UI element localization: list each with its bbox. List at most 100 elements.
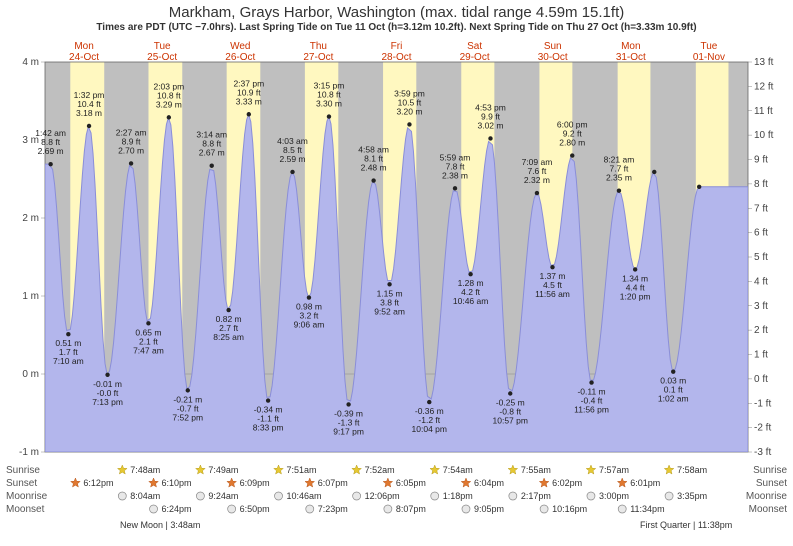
chart-svg: Mon24-OctTue25-OctWed26-OctThu27-OctFri2…	[0, 33, 793, 546]
svg-text:3.30 m: 3.30 m	[316, 99, 342, 109]
svg-text:2.48 m: 2.48 m	[361, 163, 387, 173]
svg-text:8:33 pm: 8:33 pm	[253, 423, 284, 433]
svg-text:11:56 am: 11:56 am	[535, 289, 570, 299]
svg-text:3.18 m: 3.18 m	[76, 108, 102, 118]
svg-text:2 m: 2 m	[22, 213, 39, 224]
svg-text:Thu: Thu	[310, 41, 327, 52]
svg-text:2.69 m: 2.69 m	[38, 146, 64, 156]
svg-text:6:04pm: 6:04pm	[474, 478, 504, 488]
svg-text:2.59 m: 2.59 m	[280, 154, 306, 164]
svg-text:25-Oct: 25-Oct	[147, 52, 177, 63]
svg-text:29-Oct: 29-Oct	[460, 52, 490, 63]
svg-text:6 ft: 6 ft	[754, 228, 768, 239]
svg-text:0 m: 0 m	[22, 369, 39, 380]
svg-text:9:06 am: 9:06 am	[294, 320, 325, 330]
svg-text:3.02 m: 3.02 m	[477, 120, 503, 130]
svg-text:New Moon | 3:48am: New Moon | 3:48am	[120, 520, 200, 530]
svg-text:2:17pm: 2:17pm	[521, 491, 551, 501]
svg-text:2 ft: 2 ft	[754, 325, 768, 336]
svg-text:7:58am: 7:58am	[677, 465, 707, 475]
svg-text:10:57 pm: 10:57 pm	[493, 416, 528, 426]
svg-text:6:12pm: 6:12pm	[83, 478, 113, 488]
svg-text:10:46 am: 10:46 am	[453, 296, 488, 306]
svg-text:7:52am: 7:52am	[365, 465, 395, 475]
svg-text:9:05pm: 9:05pm	[474, 504, 504, 514]
svg-text:10 ft: 10 ft	[754, 130, 774, 141]
svg-text:7:49am: 7:49am	[208, 465, 238, 475]
svg-text:1:20 pm: 1:20 pm	[620, 291, 651, 301]
svg-text:9 ft: 9 ft	[754, 155, 768, 166]
svg-text:3:35pm: 3:35pm	[677, 491, 707, 501]
svg-text:7:13 pm: 7:13 pm	[92, 397, 123, 407]
svg-text:Sunrise: Sunrise	[753, 465, 787, 476]
svg-text:1:18pm: 1:18pm	[443, 491, 473, 501]
svg-text:1:02 am: 1:02 am	[658, 394, 689, 404]
svg-text:Moonset: Moonset	[749, 504, 788, 515]
svg-text:27-Oct: 27-Oct	[303, 52, 333, 63]
svg-text:0 ft: 0 ft	[754, 374, 768, 385]
svg-text:7:55am: 7:55am	[521, 465, 551, 475]
svg-text:Moonrise: Moonrise	[746, 491, 788, 502]
svg-text:7:52 pm: 7:52 pm	[172, 412, 203, 422]
svg-text:Tue: Tue	[154, 41, 171, 52]
svg-text:Wed: Wed	[230, 41, 250, 52]
svg-text:7:54am: 7:54am	[443, 465, 473, 475]
svg-text:1 ft: 1 ft	[754, 350, 768, 361]
svg-text:12 ft: 12 ft	[754, 81, 774, 92]
svg-text:2.70 m: 2.70 m	[118, 145, 144, 155]
svg-text:26-Oct: 26-Oct	[225, 52, 255, 63]
svg-text:6:07pm: 6:07pm	[318, 478, 348, 488]
svg-text:7:23pm: 7:23pm	[318, 504, 348, 514]
svg-text:31-Oct: 31-Oct	[616, 52, 646, 63]
svg-text:7:10 am: 7:10 am	[53, 356, 84, 366]
svg-text:12:06pm: 12:06pm	[365, 491, 400, 501]
svg-text:3:00pm: 3:00pm	[599, 491, 629, 501]
svg-text:8:07pm: 8:07pm	[396, 504, 426, 514]
svg-text:24-Oct: 24-Oct	[69, 52, 99, 63]
svg-text:1 m: 1 m	[22, 291, 39, 302]
svg-text:Mon: Mon	[621, 41, 640, 52]
svg-text:13 ft: 13 ft	[754, 57, 774, 68]
tide-chart: Markham, Grays Harbor, Washington (max. …	[0, 0, 793, 539]
svg-text:-2 ft: -2 ft	[754, 423, 771, 434]
svg-text:01-Nov: 01-Nov	[693, 52, 725, 63]
svg-text:10:46am: 10:46am	[287, 491, 322, 501]
svg-text:-1 ft: -1 ft	[754, 398, 771, 409]
svg-text:2.35 m: 2.35 m	[606, 173, 632, 183]
svg-text:2.80 m: 2.80 m	[559, 138, 585, 148]
svg-text:2.38 m: 2.38 m	[442, 170, 468, 180]
svg-text:30-Oct: 30-Oct	[538, 52, 568, 63]
svg-text:5 ft: 5 ft	[754, 252, 768, 263]
svg-text:Mon: Mon	[74, 41, 93, 52]
svg-text:6:02pm: 6:02pm	[552, 478, 582, 488]
svg-text:3.29 m: 3.29 m	[156, 99, 182, 109]
svg-text:10:04 pm: 10:04 pm	[412, 424, 447, 434]
svg-text:3 ft: 3 ft	[754, 301, 768, 312]
svg-text:6:10pm: 6:10pm	[162, 478, 192, 488]
svg-text:4 m: 4 m	[22, 57, 39, 68]
svg-text:7 ft: 7 ft	[754, 203, 768, 214]
svg-text:Tue: Tue	[701, 41, 718, 52]
svg-text:10:16pm: 10:16pm	[552, 504, 587, 514]
svg-text:8:04am: 8:04am	[130, 491, 160, 501]
svg-text:First Quarter | 11:38pm: First Quarter | 11:38pm	[640, 520, 732, 530]
svg-text:9:24am: 9:24am	[208, 491, 238, 501]
svg-text:7:47 am: 7:47 am	[133, 345, 164, 355]
svg-text:-1 m: -1 m	[19, 447, 39, 458]
chart-title: Markham, Grays Harbor, Washington (max. …	[0, 0, 793, 21]
svg-text:11:56 pm: 11:56 pm	[574, 405, 609, 415]
svg-text:7:51am: 7:51am	[287, 465, 317, 475]
chart-subtitle: Times are PDT (UTC −7.0hrs). Last Spring…	[0, 21, 793, 33]
svg-text:Sun: Sun	[544, 41, 562, 52]
svg-text:Moonset: Moonset	[6, 504, 45, 515]
svg-text:-3 ft: -3 ft	[754, 447, 771, 458]
svg-text:8 ft: 8 ft	[754, 179, 768, 190]
svg-text:2.67 m: 2.67 m	[199, 148, 225, 158]
svg-text:8:25 am: 8:25 am	[213, 332, 244, 342]
svg-text:6:05pm: 6:05pm	[396, 478, 426, 488]
svg-text:Sat: Sat	[467, 41, 482, 52]
svg-text:Fri: Fri	[391, 41, 403, 52]
svg-text:6:24pm: 6:24pm	[162, 504, 192, 514]
svg-text:Sunset: Sunset	[6, 478, 37, 489]
svg-text:7:48am: 7:48am	[130, 465, 160, 475]
